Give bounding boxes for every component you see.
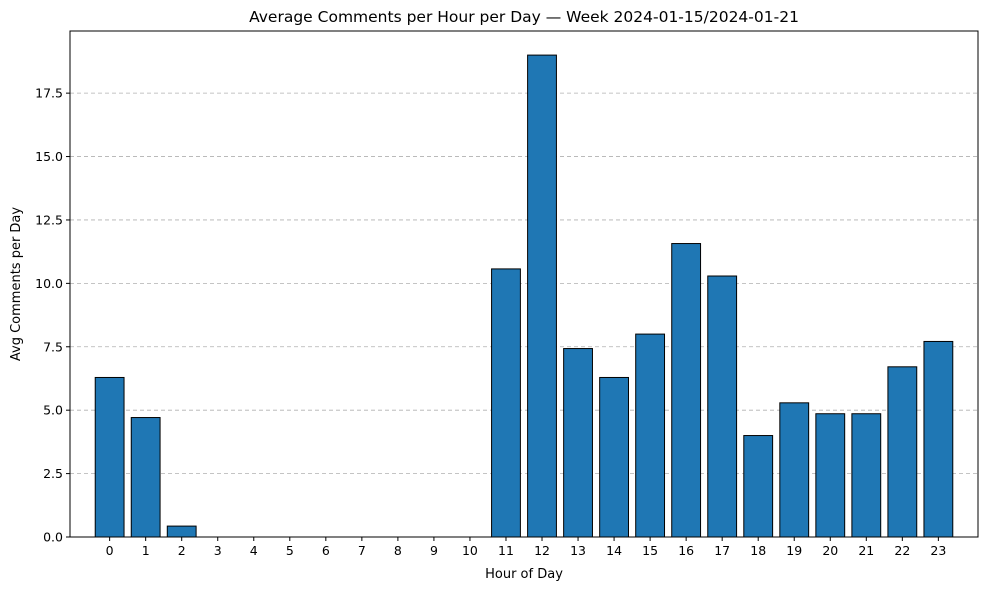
x-tick-label: 2	[178, 543, 186, 558]
x-tick-label: 1	[142, 543, 150, 558]
bar-hour-1	[130, 417, 161, 538]
x-tick-label: 9	[430, 543, 438, 558]
x-tick-label: 10	[462, 543, 478, 558]
bar-hour-15	[635, 333, 666, 538]
axes-frame	[69, 30, 979, 538]
x-tick-label: 4	[250, 543, 258, 558]
x-tick-label: 19	[786, 543, 802, 558]
x-tick-label: 7	[358, 543, 366, 558]
x-tick-label: 11	[498, 543, 514, 558]
bar-hour-0	[94, 376, 125, 538]
bar-hour-11	[491, 268, 521, 538]
x-tick-label: 22	[894, 543, 910, 558]
x-tick-label: 0	[106, 543, 114, 558]
x-axis-label: Hour of Day	[485, 567, 563, 582]
y-tick-label: 17.5	[35, 86, 63, 101]
bar-hour-14	[599, 376, 629, 538]
bar-hour-12	[527, 54, 557, 538]
y-tick-label: 7.5	[43, 339, 63, 354]
bars	[94, 54, 954, 538]
x-tick-label: 3	[214, 543, 222, 558]
x-tick-label: 13	[570, 543, 586, 558]
x-tick-label: 5	[286, 543, 294, 558]
x-tick-label: 21	[858, 543, 874, 558]
x-tick-label: 8	[394, 543, 402, 558]
x-tick-label: 6	[322, 543, 330, 558]
bar-hour-16	[671, 243, 702, 538]
x-tick-label: 17	[714, 543, 730, 558]
x-tick-label: 12	[534, 543, 550, 558]
chart-title: Average Comments per Hour per Day — Week…	[249, 8, 799, 26]
y-tick-label: 2.5	[43, 466, 63, 481]
y-tick-label: 12.5	[35, 212, 63, 227]
bar-hour-19	[779, 402, 810, 538]
y-tick-label: 10.0	[35, 276, 63, 291]
bar-hour-21	[851, 413, 882, 538]
bar-hour-13	[563, 348, 593, 538]
bar-hour-18	[743, 435, 774, 538]
x-ticks: 0 1 2 3 4 5 6 7 8 9 10 11 12 13 14 15 16 17 18 19 20 21 22 23	[106, 537, 946, 558]
x-tick-label: 15	[642, 543, 658, 558]
x-tick-label: 18	[750, 543, 766, 558]
bar-hour-2	[166, 525, 197, 538]
bar-hour-22	[887, 366, 918, 538]
x-tick-label: 20	[822, 543, 838, 558]
y-ticks: 0.0 2.5 5.0 7.5 10.0 12.5 15.0 17.5	[35, 86, 70, 545]
y-tick-label: 5.0	[43, 403, 63, 418]
x-tick-label: 23	[930, 543, 946, 558]
bar-hour-23	[923, 340, 954, 538]
x-tick-label: 16	[678, 543, 694, 558]
x-tick-label: 14	[606, 543, 622, 558]
y-tick-label: 15.0	[35, 149, 63, 164]
bar-hour-20	[815, 413, 846, 538]
y-tick-label: 0.0	[43, 530, 63, 545]
y-axis-label: Avg Comments per Day	[9, 207, 24, 362]
bar-hour-17	[707, 275, 738, 538]
